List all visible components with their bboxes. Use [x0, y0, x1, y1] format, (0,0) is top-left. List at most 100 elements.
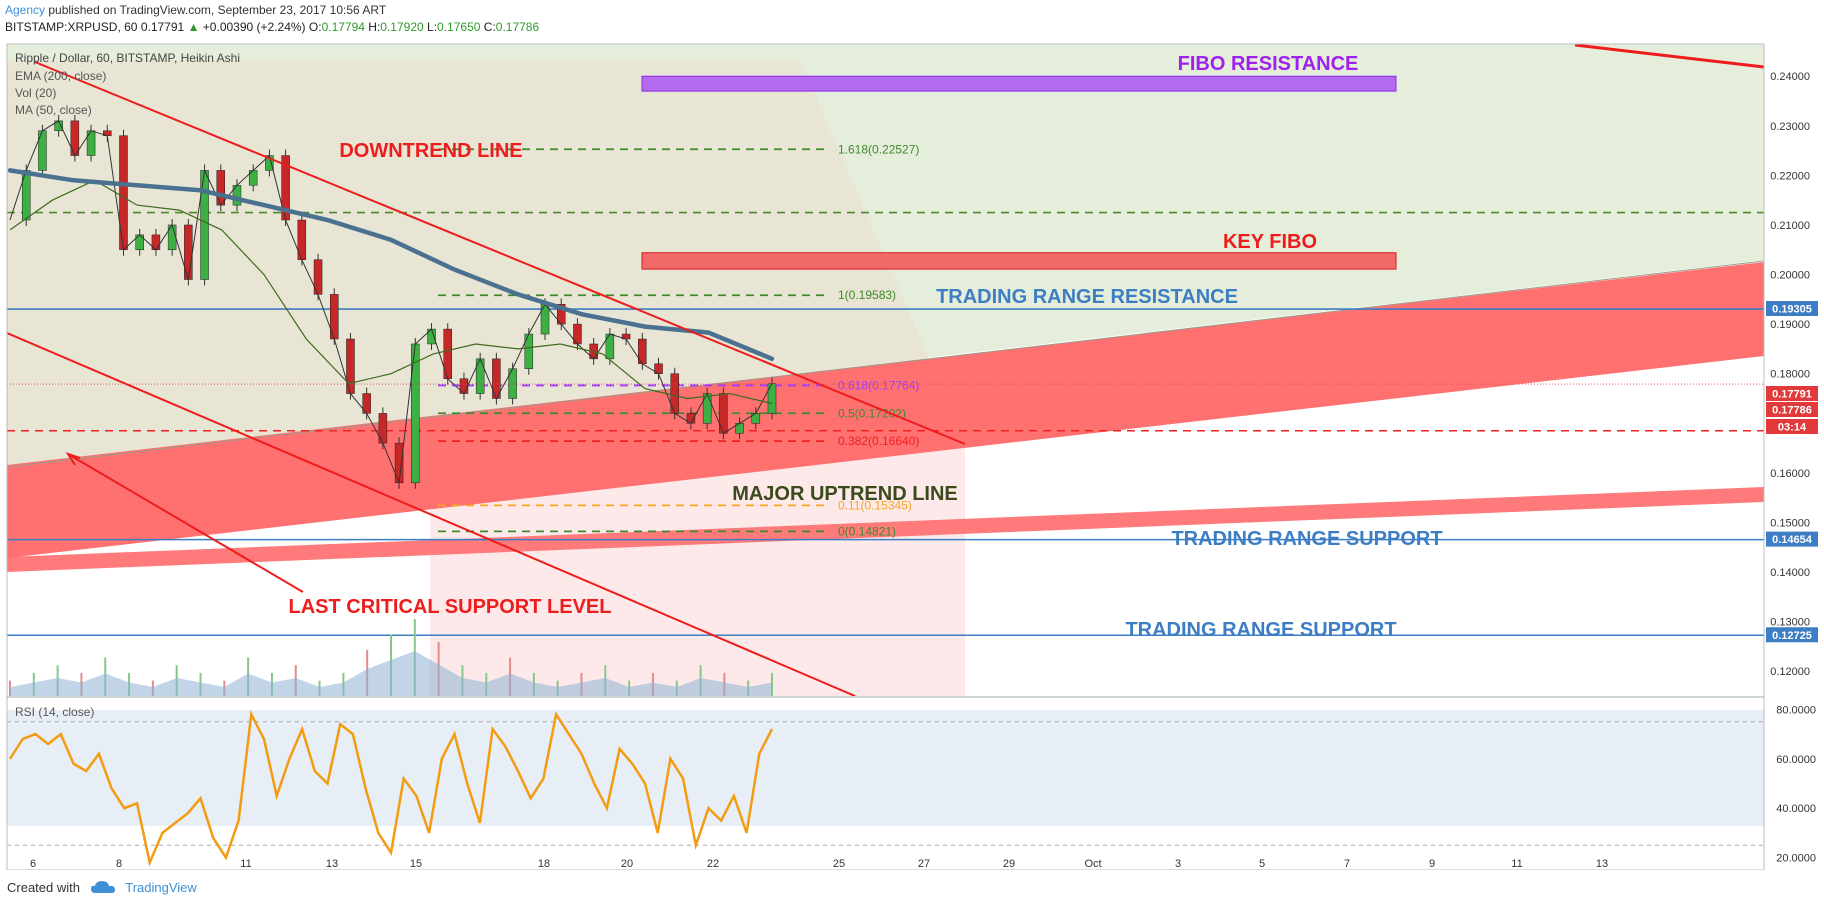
symbol-header: BITSTAMP:XRPUSD, 60 0.17791 ▲ +0.00390 (…	[5, 20, 539, 34]
time-tick-label: 3	[1175, 858, 1181, 870]
legend-ma: MA (50, close)	[15, 103, 92, 117]
support-arrow-line	[67, 453, 304, 593]
price-line	[9, 120, 773, 483]
rsi-tick-label: 80.0000	[1776, 704, 1816, 716]
major-uptrend-channel	[7, 262, 1764, 558]
badge-close: 0.17786	[1772, 405, 1812, 417]
time-tick-label: 22	[707, 858, 719, 870]
badge-tr-support: 0.14654	[1772, 534, 1813, 546]
arrow-head-icon	[65, 452, 81, 466]
rsi-line	[8, 710, 774, 867]
time-tick-label: 25	[833, 858, 845, 870]
created-with: Created with	[7, 880, 80, 895]
time-tick-label: 13	[326, 858, 338, 870]
badge-timer: 03:14	[1778, 422, 1807, 434]
price-tick-label: 0.19000	[1770, 319, 1810, 331]
price-tick-label: 0.21000	[1770, 220, 1810, 232]
open-value: 0.17794	[321, 20, 365, 34]
time-tick-label: 5	[1259, 858, 1265, 870]
fibo-resistance-zone	[641, 75, 1397, 92]
fib-level-label: 0.618(0.17764)	[838, 378, 919, 392]
time-tick-label: 7	[1344, 858, 1350, 870]
rsi-tick-label: 60.0000	[1776, 754, 1816, 766]
lower-downtrend-line	[7, 332, 856, 696]
time-tick-label: 11	[240, 858, 251, 870]
time-tick-label: 8	[116, 858, 122, 870]
author-link[interactable]: Agency	[5, 3, 46, 17]
footer: Created with TradingView	[7, 880, 197, 897]
last-price: 0.17791	[140, 20, 185, 34]
tan-bearish-zone	[7, 60, 965, 465]
legend-title: Ripple / Dollar, 60, BITSTAMP, Heikin As…	[15, 51, 240, 65]
pink-projection-zone	[430, 440, 965, 696]
fib-level-label: 1(0.19583)	[838, 288, 896, 302]
volume-ma-area	[10, 651, 772, 696]
close-value: 0.17786	[495, 20, 540, 34]
price-tick-label: 0.15000	[1770, 517, 1810, 529]
price-chart[interactable]: 1.618(0.22527) 1(0.19583) 0.618(0.17764) 0.…	[0, 0, 1824, 870]
ma-line	[9, 179, 773, 405]
downtrend-line	[34, 61, 966, 445]
annotation-downtrend: DOWNTREND LINE	[339, 140, 522, 162]
ema-line	[7, 168, 775, 362]
badge-close-bg	[1766, 402, 1818, 417]
publish-header: Agency published on TradingView.com, Sep…	[5, 3, 386, 17]
key-fibo-zone	[641, 252, 1397, 270]
time-tick-label: Oct	[1084, 858, 1101, 870]
annotation-major-uptrend: MAJOR UPTREND LINE	[732, 483, 958, 505]
badge-last-support-bg	[1766, 627, 1818, 643]
upper-channel-edge	[7, 260, 1764, 468]
price-tick-label: 0.23000	[1770, 121, 1810, 133]
time-tick-label: 29	[1003, 858, 1015, 870]
annotation-tr-support-2: TRADING RANGE SUPPORT	[1125, 619, 1396, 641]
h-label: H:	[368, 20, 381, 34]
time-tick-label: 6	[30, 858, 36, 870]
badge-last-support: 0.12725	[1772, 630, 1812, 642]
fib-level-label: 0.382(0.16640)	[838, 434, 919, 448]
badge-last-bg	[1766, 386, 1818, 401]
up-arrow-icon: ▲	[187, 20, 200, 34]
time-tick-label: 27	[918, 858, 930, 870]
tradingview-link[interactable]: TradingView	[125, 880, 197, 895]
price-tick-label: 0.14000	[1770, 567, 1810, 579]
time-tick-label: 11	[1511, 858, 1522, 870]
fib-level-label: 1.618(0.22527)	[838, 142, 919, 156]
o-label: O:	[308, 20, 322, 34]
legend-rsi: RSI (14, close)	[15, 705, 95, 719]
legend-vol: Vol (20)	[15, 86, 57, 100]
time-tick-label: 15	[410, 858, 422, 870]
badge-tr-support-bg	[1766, 531, 1818, 547]
annotation-key-fibo: KEY FIBO	[1223, 231, 1317, 253]
annotation-tr-support-1: TRADING RANGE SUPPORT	[1171, 528, 1442, 550]
price-tick-label: 0.18000	[1770, 369, 1810, 381]
price-tick-label: 0.22000	[1770, 170, 1810, 182]
annotation-last-critical: LAST CRITICAL SUPPORT LEVEL	[289, 596, 612, 618]
fib-level-label: 0.5(0.17202)	[838, 406, 906, 420]
publish-info: published on TradingView.com, September …	[45, 3, 387, 17]
c-label: C:	[483, 20, 496, 34]
low-value: 0.17650	[437, 20, 481, 34]
price-change: +0.00390 (+2.24%)	[202, 20, 306, 34]
badge-tr-resistance: 0.19305	[1772, 304, 1812, 316]
time-tick-label: 9	[1429, 858, 1435, 870]
price-tick-label: 0.16000	[1770, 468, 1810, 480]
fib-level-label: 0.11(0.15345)	[838, 498, 912, 512]
price-tick-label: 0.12000	[1770, 666, 1810, 678]
time-tick-label: 20	[621, 858, 633, 870]
l-label: L:	[427, 20, 438, 34]
price-tick-label: 0.20000	[1770, 270, 1810, 282]
high-value: 0.17920	[380, 20, 424, 34]
time-tick-label: 18	[538, 858, 550, 870]
annotation-tr-resistance: TRADING RANGE RESISTANCE	[936, 286, 1238, 308]
lower-support-channel	[7, 487, 1764, 572]
top-right-trendline	[1574, 44, 1764, 69]
rsi-tick-label: 40.0000	[1776, 803, 1816, 815]
rsi-band	[7, 710, 1764, 826]
symbol-label: BITSTAMP:XRPUSD, 60	[5, 20, 138, 34]
badge-last: 0.17791	[1772, 389, 1812, 401]
price-tick-label: 0.13000	[1770, 617, 1810, 629]
legend-ema: EMA (200, close)	[15, 69, 107, 83]
fib-level-label: 0(0.14821)	[838, 524, 896, 538]
price-tick-label: 0.24000	[1770, 71, 1810, 83]
badge-timer-bg	[1766, 419, 1818, 434]
